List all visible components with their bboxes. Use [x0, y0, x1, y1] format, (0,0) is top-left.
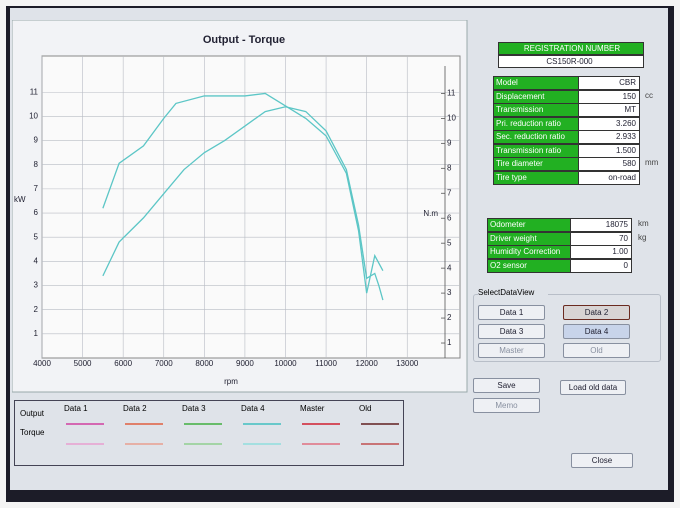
spec-value: on-road [578, 170, 640, 185]
chart-title: Output - Torque [203, 34, 285, 46]
load-old-button[interactable]: Load old data [560, 380, 626, 395]
memo-button[interactable]: Memo [473, 398, 540, 413]
data-button[interactable]: Old [563, 343, 630, 358]
y-tick-label: 9 [34, 136, 39, 145]
legend-entry-name: Data 3 [182, 404, 206, 413]
y2-tick-label: 6 [447, 213, 452, 222]
condition-unit: km [638, 219, 649, 228]
y-tick-label: 7 [34, 184, 39, 193]
spec-label: Transmission ratio [493, 143, 579, 158]
y-tick-label: 11 [30, 87, 39, 96]
spec-value: CBR [578, 76, 640, 90]
legend-row-label: Torque [20, 428, 45, 437]
x-axis-label: rpm [224, 377, 238, 386]
data-line [102, 106, 384, 301]
legend-entry-name: Master [300, 404, 325, 413]
y2-tick-label: 7 [447, 188, 452, 197]
chart: Output - Torque 4000 5000 6000 7000 8000 9000… [12, 20, 468, 393]
condition-value: 70 [570, 231, 632, 246]
condition-label: O2 sensor [487, 258, 571, 273]
spec-value: 3.260 [578, 116, 640, 131]
x-tick-label: 7000 [155, 359, 173, 368]
legend-entry-name: Old [359, 404, 372, 413]
data-button[interactable]: Data 2 [563, 305, 630, 320]
data-button[interactable]: Data 3 [478, 324, 545, 339]
x-tick-label: 6000 [114, 359, 132, 368]
data-line [102, 92, 384, 294]
x-tick-label: 9000 [236, 359, 254, 368]
y2-tick-label: 1 [447, 338, 452, 347]
condition-value: 1.00 [570, 245, 632, 259]
y2-tick-label: 4 [447, 263, 452, 272]
y2-axis-label: N.m [423, 209, 438, 218]
legend-entry-name: Data 4 [241, 404, 265, 413]
x-tick-label: 8000 [195, 359, 213, 368]
legend-entry-name: Data 1 [64, 404, 88, 413]
spec-label: Tire type [493, 170, 579, 185]
spec-value: 580 [578, 157, 640, 171]
y-tick-label: 4 [34, 256, 39, 265]
y2-tick-label: 10 [447, 114, 456, 123]
condition-label: Humidity Correction [487, 245, 571, 259]
y2-tick-label: 9 [447, 138, 452, 147]
x-tick-label: 4000 [33, 359, 51, 368]
y-tick-label: 2 [34, 305, 39, 314]
spec-label: Sec. reduction ratio [493, 130, 579, 144]
y-tick-label: 3 [34, 281, 39, 290]
spec-label: Transmission [493, 103, 579, 117]
y2-tick-label: 3 [447, 288, 452, 297]
x-tick-label: 13000 [396, 359, 419, 368]
y-tick-label: 1 [34, 329, 39, 338]
y-tick-label: 8 [34, 160, 39, 169]
legend-box [14, 400, 404, 466]
legend-row-label: Output [20, 409, 45, 418]
spec-label: Displacement [493, 89, 579, 104]
data-button[interactable]: Master [478, 343, 545, 358]
registration-label: REGISTRATION NUMBER [498, 42, 644, 55]
legend-entry-name: Data 2 [123, 404, 147, 413]
x-tick-label: 5000 [74, 359, 92, 368]
y2-tick-label: 2 [447, 313, 452, 322]
y-tick-label: 6 [34, 208, 39, 217]
y-axis-label: kW [14, 195, 26, 204]
data-button[interactable]: Data 4 [563, 324, 630, 339]
spec-label: Tire diameter [493, 157, 579, 171]
y2-tick-label: 5 [447, 238, 452, 247]
x-tick-label: 12000 [356, 359, 379, 368]
condition-value: 0 [570, 258, 632, 273]
y2-tick-label: 11 [447, 89, 456, 98]
condition-label: Odometer [487, 218, 571, 232]
spec-unit: cc [645, 90, 653, 100]
spec-value: 150 [578, 89, 640, 104]
spec-label: Pri. reduction ratio [493, 116, 579, 131]
y-tick-label: 10 [29, 112, 38, 121]
condition-label: Driver weight [487, 231, 571, 246]
select-data-title: SelectDataView [478, 288, 548, 300]
condition-value: 18075 [570, 218, 632, 232]
x-tick-label: 10000 [274, 359, 297, 368]
spec-value: MT [578, 103, 640, 117]
data-button[interactable]: Data 1 [478, 305, 545, 320]
condition-unit: kg [638, 232, 647, 242]
close-button[interactable]: Close [571, 453, 633, 468]
legend-swatches [66, 423, 399, 445]
x-tick-label: 11000 [315, 359, 337, 368]
y-tick-label: 5 [34, 232, 39, 241]
spec-unit: mm [645, 158, 659, 167]
y2-tick-label: 8 [447, 163, 452, 172]
spec-label: Model [493, 76, 579, 90]
spec-value: 1.500 [578, 143, 640, 158]
plot-area [41, 55, 461, 359]
spec-value: 2.933 [578, 130, 640, 144]
save-button[interactable]: Save [473, 378, 540, 393]
select-data-group [473, 294, 661, 362]
registration-value: CS150R-000 [498, 55, 644, 68]
screen: Output - Torque 4000 5000 6000 7000 8000 9000… [10, 8, 668, 490]
